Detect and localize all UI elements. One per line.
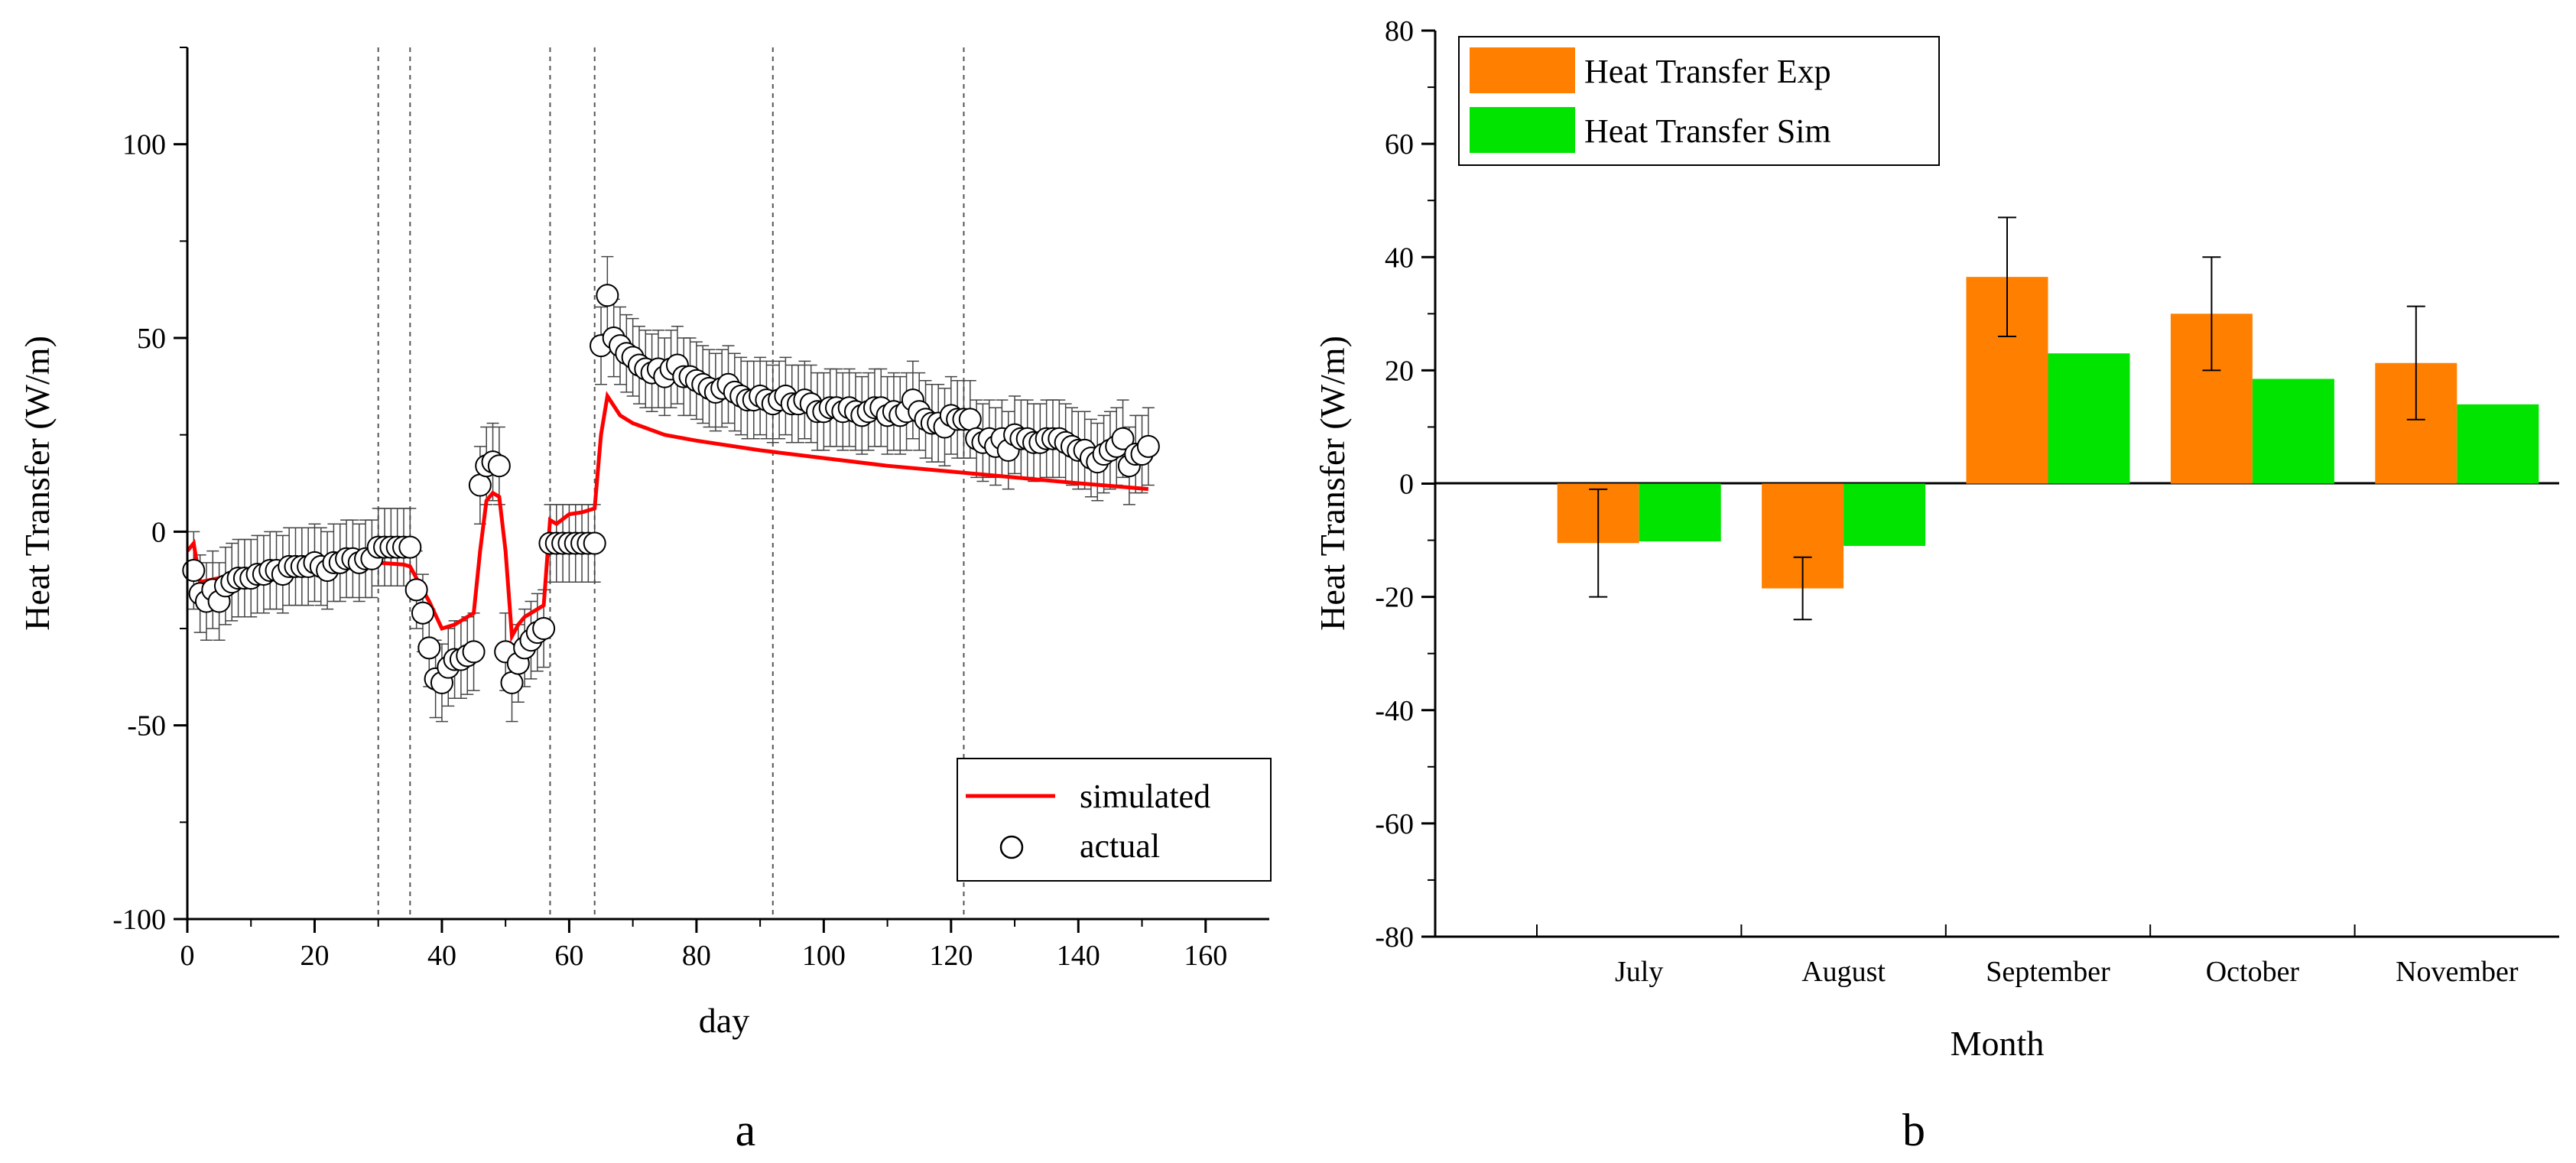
y-tick-label: 60 (1385, 128, 1414, 161)
panel-b-x-axis-title: Month (1951, 1024, 2045, 1063)
y-tick-label: -100 (112, 904, 166, 936)
data-point (462, 640, 486, 664)
legend-exp-swatch (1470, 47, 1575, 93)
x-tick-label: September (1986, 956, 2110, 988)
data-point (500, 671, 524, 694)
data-point (532, 617, 556, 640)
panel-a-axes (186, 47, 1269, 921)
data-point (1136, 434, 1160, 458)
legend-simulated-label: simulated (1080, 778, 1210, 815)
panel-b-y-axis-title: Heat Transfer (W/m) (1313, 336, 1352, 631)
panel-b-chart: -80 -60 -40 -20 0 20 40 60 80 July August Septembe… (1313, 15, 2559, 1155)
y-tick-label: 80 (1385, 15, 1414, 47)
x-tick-label: July (1615, 956, 1663, 988)
y-tick-label: 40 (1385, 242, 1414, 274)
panel-b-bars (1557, 277, 2539, 589)
panel-a-y-ticks: -100 -50 0 50 100 (112, 47, 187, 936)
y-tick-label: 20 (1385, 355, 1414, 387)
x-tick-label: 60 (554, 940, 583, 972)
panel-a-legend-box (957, 758, 1272, 882)
panel-b-y-ticks: -80 -60 -40 -20 0 20 40 60 80 (1375, 15, 1435, 953)
x-tick-label: 20 (300, 940, 329, 972)
panel-a-reference-lines (377, 47, 965, 919)
data-point (411, 601, 434, 625)
bar-sim (1843, 483, 1926, 546)
legend-actual-label: actual (1080, 827, 1160, 865)
x-tick-label: 80 (682, 940, 711, 972)
panel-a-x-axis-title: day (699, 1001, 749, 1040)
panel-b-error-bars (1589, 216, 2425, 621)
legend-exp-label: Heat Transfer Exp (1584, 53, 1831, 90)
x-tick-label: 40 (427, 940, 456, 972)
x-tick-label: August (1801, 956, 1886, 988)
panel-a-x-ticks: 0 20 40 60 80 100 120 140 160 (180, 919, 1227, 972)
data-point (468, 473, 492, 497)
legend-sim-swatch (1470, 107, 1575, 153)
bar-sim (2457, 404, 2539, 484)
bar-sim (2048, 353, 2130, 484)
x-tick-label: October (2206, 956, 2300, 988)
y-tick-label: 0 (151, 516, 166, 548)
panel-b-legend: Heat Transfer Exp Heat Transfer Sim (1458, 36, 1940, 166)
y-tick-label: 0 (1399, 469, 1414, 501)
y-tick-label: 100 (122, 129, 166, 161)
panel-b-label: b (1902, 1105, 1925, 1155)
x-tick-label: 100 (802, 940, 846, 972)
x-tick-label: 140 (1057, 940, 1100, 972)
legend-actual-marker (999, 835, 1024, 859)
data-point (417, 636, 441, 660)
data-point (583, 531, 606, 555)
y-tick-label: -40 (1375, 695, 1414, 727)
data-point (398, 535, 422, 559)
y-tick-label: -20 (1375, 582, 1414, 614)
x-tick-label: November (2396, 956, 2519, 988)
data-point (596, 284, 619, 307)
legend-sim-label: Heat Transfer Sim (1584, 112, 1831, 150)
data-point (487, 454, 511, 478)
panel-a-y-axis-title: Heat Transfer (W/m) (18, 336, 57, 631)
data-point (1111, 427, 1135, 450)
x-tick-label: 120 (929, 940, 973, 972)
y-tick-label: -50 (127, 710, 166, 742)
y-tick-label: -80 (1375, 921, 1414, 953)
panel-a-error-bars (187, 255, 1155, 723)
y-tick-label: 50 (137, 323, 166, 355)
data-point (958, 408, 982, 431)
data-point (404, 578, 428, 602)
bar-sim (1639, 483, 1721, 542)
x-tick-label: 0 (180, 940, 195, 972)
panel-a-label: a (736, 1105, 756, 1155)
y-tick-label: -60 (1375, 808, 1414, 840)
x-tick-label: 160 (1184, 940, 1227, 972)
panel-a-actual-points (182, 284, 1160, 694)
panel-a-legend: simulated actual (957, 758, 1272, 882)
panel-b-x-ticks: July August September October November (1536, 924, 2519, 988)
bar-sim (2252, 378, 2334, 484)
